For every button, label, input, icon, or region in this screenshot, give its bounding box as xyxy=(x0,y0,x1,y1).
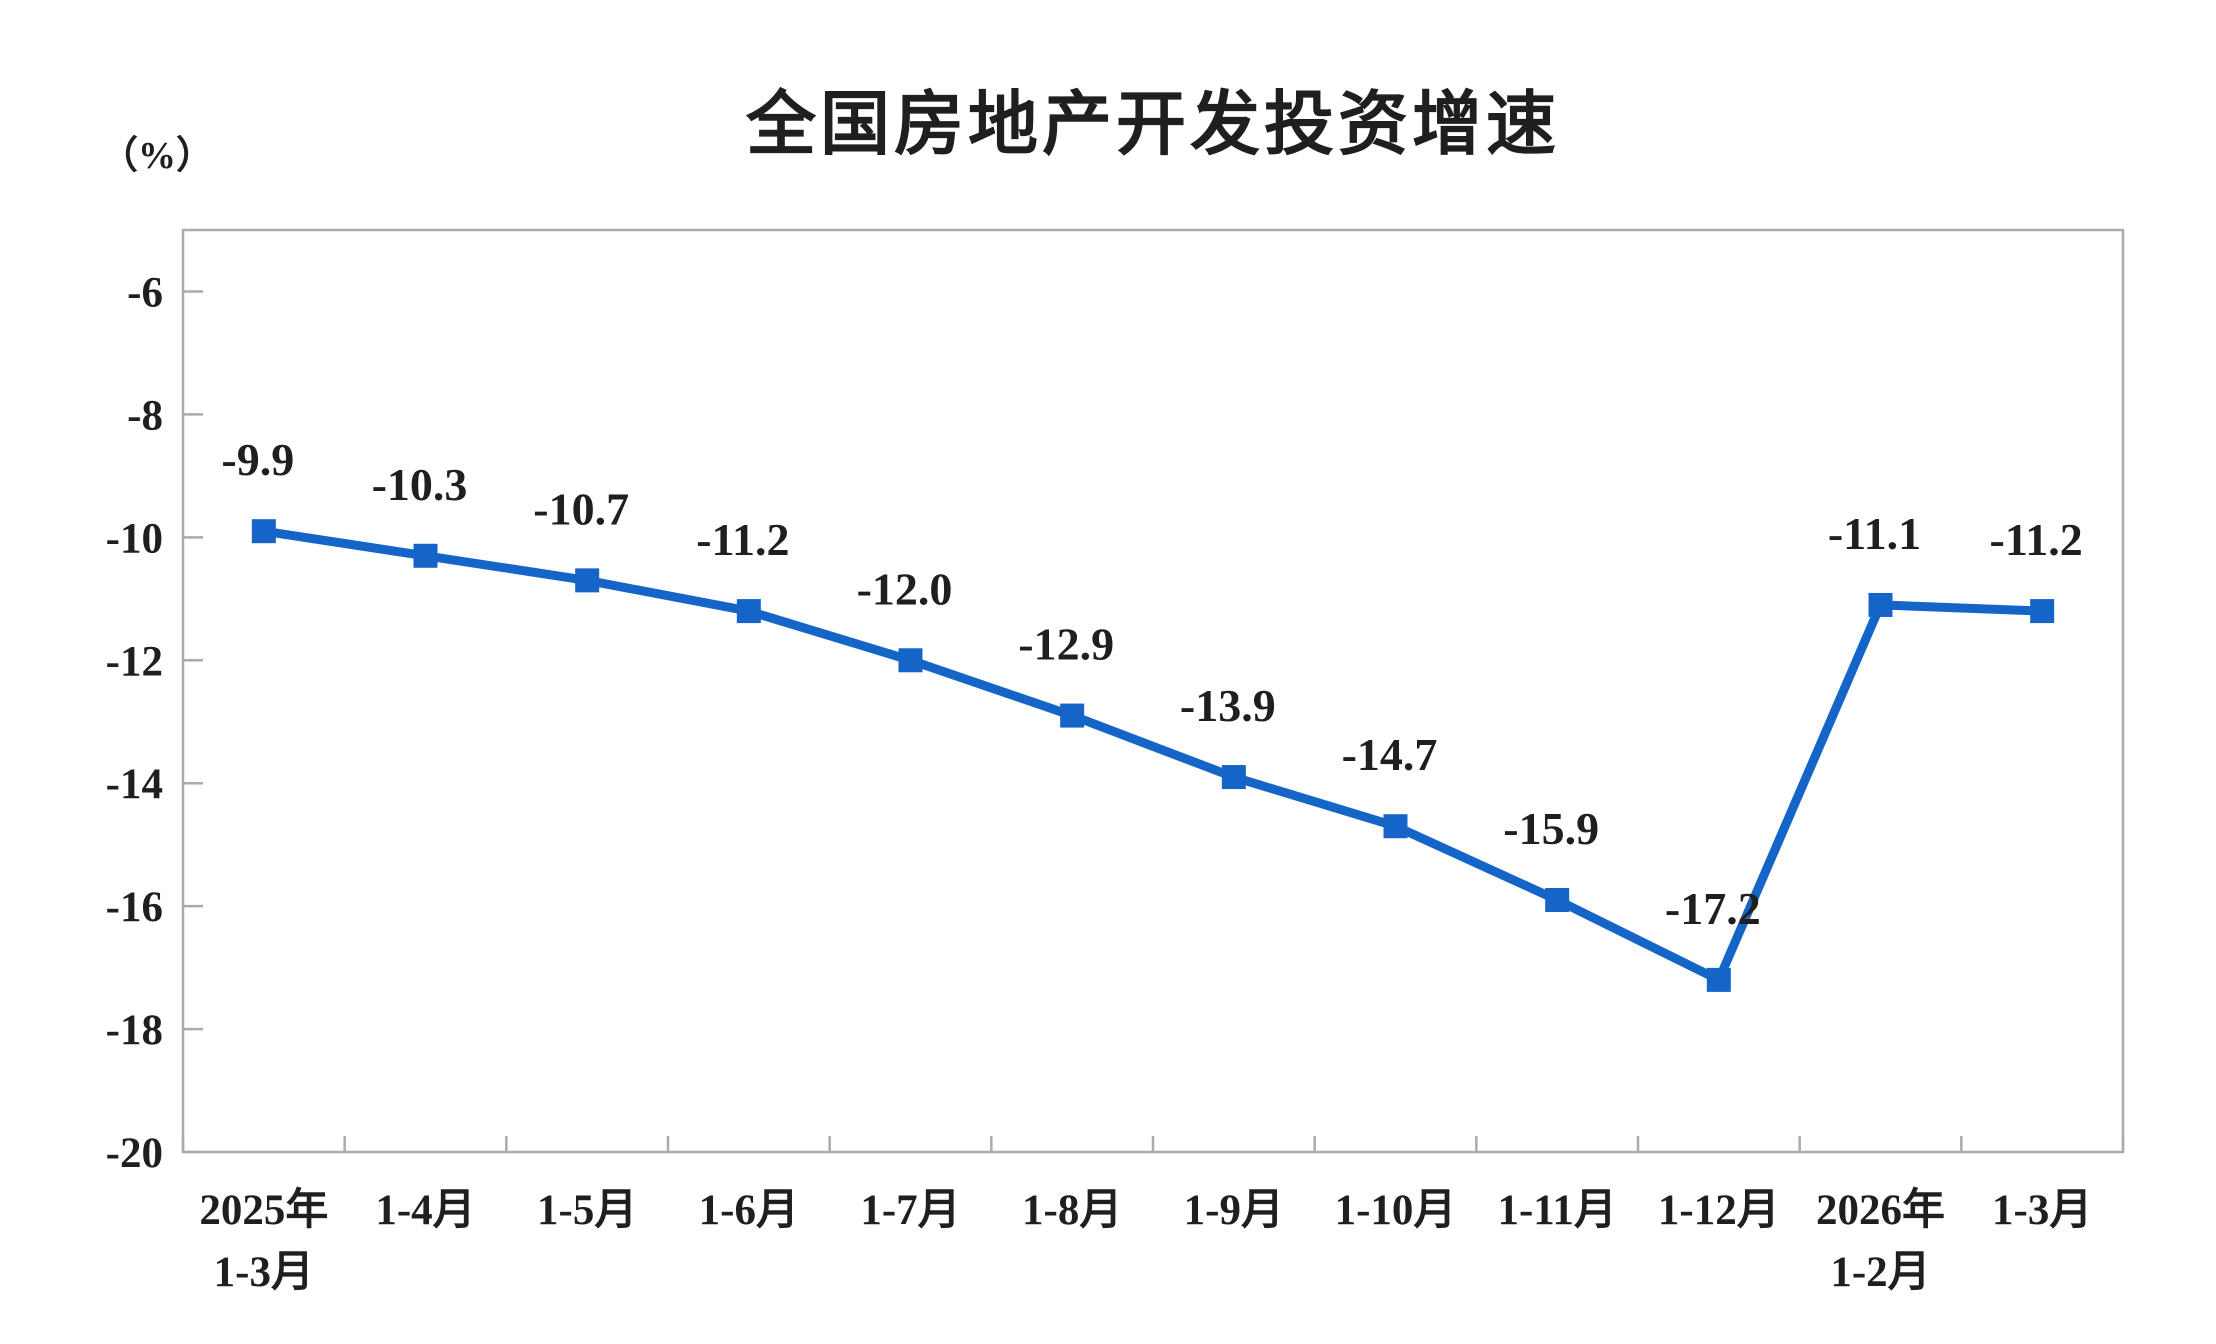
x-axis-category-label: 1-3月 xyxy=(1992,1187,2092,1234)
data-point-label: -11.1 xyxy=(1828,508,1921,559)
data-point-marker xyxy=(413,543,438,568)
data-point-marker xyxy=(2030,599,2055,624)
x-axis-category-label: 1-2月 xyxy=(1830,1249,1930,1296)
data-point-label: -10.7 xyxy=(533,483,629,534)
series-line xyxy=(259,526,2047,985)
data-point-label: -11.2 xyxy=(696,514,789,565)
data-point-marker xyxy=(1221,765,1246,790)
data-point-label: -17.2 xyxy=(1665,883,1761,934)
y-axis-tick-label: -16 xyxy=(106,884,163,931)
x-axis-category-label: 1-8月 xyxy=(1022,1187,1122,1234)
data-point-marker xyxy=(1060,703,1085,728)
x-axis-category-label: 1-5月 xyxy=(537,1187,637,1234)
y-axis-tick-label: -18 xyxy=(106,1007,163,1054)
data-point-label: -15.9 xyxy=(1503,803,1599,854)
x-axis-category-label: 2026年 xyxy=(1816,1186,1945,1234)
data-point-marker xyxy=(1706,967,1731,992)
data-point-marker xyxy=(736,599,761,624)
y-axis-tick-label: -6 xyxy=(127,269,163,316)
y-axis-tick-label: -10 xyxy=(106,515,163,562)
plot-frame xyxy=(181,228,2125,1154)
y-axis-tick-label: -20 xyxy=(106,1130,163,1177)
x-axis-category-label: 1-6月 xyxy=(699,1187,799,1234)
y-axis-tick-label: -12 xyxy=(106,638,163,685)
x-axis-category-label: 1-4月 xyxy=(375,1187,475,1234)
x-axis-category-label: 2025年 xyxy=(199,1186,328,1234)
x-axis-category-label: 1-12月 xyxy=(1658,1187,1780,1234)
data-point-label: -10.3 xyxy=(372,459,468,510)
x-axis-category-label: 1-11月 xyxy=(1497,1187,1616,1234)
x-axis-category-label: 1-9月 xyxy=(1184,1187,1284,1234)
chart-title: 全国房地产开发投资增速 xyxy=(746,85,1560,163)
x-axis-category-label: 1-10月 xyxy=(1335,1187,1457,1234)
y-axis-tick-label: -14 xyxy=(106,761,163,808)
x-axis-category-label: 1-7月 xyxy=(860,1187,960,1234)
y-axis-tick-label: -8 xyxy=(127,392,163,439)
data-point-marker xyxy=(1383,814,1408,839)
data-point-marker xyxy=(1868,592,1893,617)
data-point-marker xyxy=(251,519,276,544)
data-point-label: -12.0 xyxy=(857,563,953,614)
data-point-label: -11.2 xyxy=(1990,514,2083,565)
y-axis-unit-label: （%） xyxy=(100,135,215,177)
data-point-label: -14.7 xyxy=(1342,729,1438,780)
data-point-marker xyxy=(898,648,923,673)
data-point-label: -12.9 xyxy=(1018,619,1114,670)
data-point-marker xyxy=(575,568,600,593)
data-point-label: -13.9 xyxy=(1180,680,1276,731)
data-point-label: -9.9 xyxy=(221,434,294,485)
data-point-marker xyxy=(1545,887,1570,912)
x-axis-category-label: 1-3月 xyxy=(214,1249,314,1296)
